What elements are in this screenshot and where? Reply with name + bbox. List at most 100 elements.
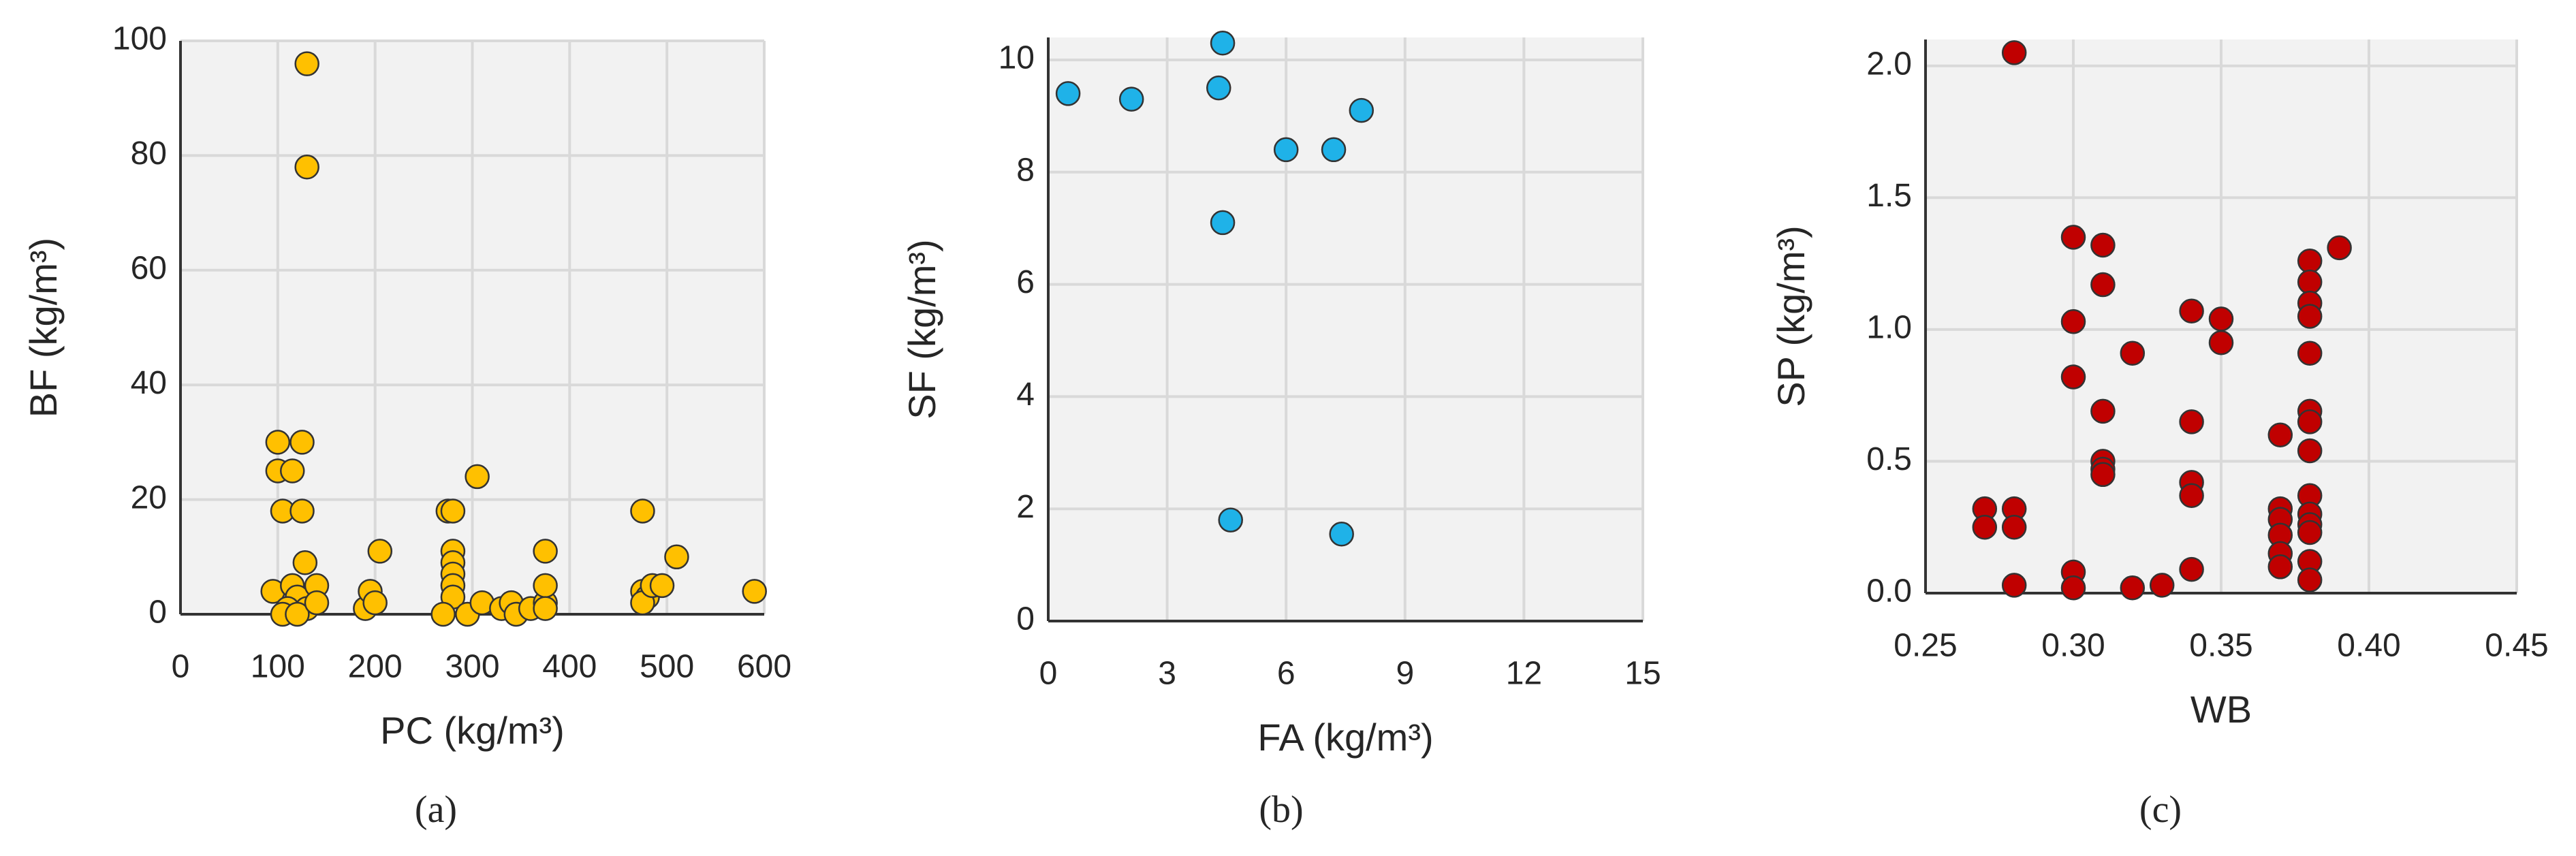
point: [1210, 210, 1236, 236]
x-tick-label: 0.25: [1894, 628, 1957, 664]
y-tick-label: 60: [131, 250, 167, 286]
x-axis-title: WB: [2190, 688, 2252, 731]
point: [2208, 330, 2234, 355]
point: [649, 573, 675, 599]
y-tick-label: 2.0: [1866, 46, 1912, 82]
x-axis-title: PC (kg/m³): [380, 709, 565, 752]
point: [2001, 40, 2027, 65]
point: [533, 573, 558, 599]
point: [2090, 272, 2116, 298]
point: [2120, 340, 2146, 366]
x-tick-label: 300: [445, 649, 499, 685]
point: [2208, 306, 2234, 332]
point: [440, 498, 466, 524]
x-tick-label: 0.35: [2189, 628, 2252, 664]
x-axis-title: FA (kg/m³): [1257, 716, 1433, 759]
x-tick-label: 6: [1277, 656, 1295, 692]
point: [2297, 304, 2323, 329]
point: [2327, 235, 2352, 261]
x-tick-label: 500: [640, 649, 694, 685]
point: [2060, 575, 2086, 601]
point: [2267, 554, 2293, 580]
y-tick-label: 10: [999, 40, 1035, 76]
point: [2060, 308, 2086, 334]
x-tick-label: 3: [1158, 656, 1176, 692]
y-tick-label: 0: [1016, 601, 1035, 637]
point: [1329, 522, 1354, 547]
y-tick-label: 0.0: [1866, 573, 1912, 609]
point: [2090, 398, 2116, 424]
point: [2179, 298, 2204, 324]
point: [2179, 556, 2204, 582]
point: [2297, 409, 2323, 434]
point: [2297, 520, 2323, 545]
point: [533, 539, 558, 564]
point: [2060, 364, 2086, 390]
panel-label: (a): [415, 789, 457, 831]
x-tick-label: 600: [737, 649, 791, 685]
point: [2297, 248, 2323, 274]
point: [304, 590, 330, 616]
point: [2179, 483, 2204, 509]
x-tick-label: 0: [172, 649, 190, 685]
y-axis-title: SP (kg/m³): [1770, 225, 1812, 407]
y-tick-label: 20: [131, 479, 167, 516]
point: [2001, 573, 2027, 598]
point: [630, 498, 655, 524]
x-tick-label: 15: [1624, 656, 1661, 692]
point: [265, 430, 291, 455]
point: [2001, 514, 2027, 540]
point: [362, 590, 388, 616]
y-axis-title: BF (kg/m³): [22, 238, 65, 417]
x-tick-label: 400: [542, 649, 597, 685]
x-tick-label: 0.45: [2485, 628, 2548, 664]
point: [1273, 137, 1299, 163]
point: [2297, 340, 2323, 366]
x-tick-label: 0: [1039, 656, 1058, 692]
point: [2060, 225, 2086, 250]
point: [664, 544, 689, 570]
point: [2149, 573, 2175, 598]
x-tick-label: 12: [1506, 656, 1542, 692]
point: [465, 464, 490, 490]
point: [742, 579, 767, 604]
panel-label: (b): [1259, 789, 1303, 831]
point: [294, 51, 319, 76]
point: [1349, 97, 1375, 123]
point: [280, 458, 305, 484]
y-axis-title: SF (kg/m³): [900, 239, 943, 419]
y-tick-label: 0: [148, 595, 167, 631]
x-tick-label: 9: [1396, 656, 1414, 692]
y-tick-label: 40: [131, 365, 167, 401]
y-tick-label: 8: [1016, 152, 1035, 188]
x-tick-label: 200: [348, 649, 403, 685]
y-tick-label: 0.5: [1866, 441, 1912, 477]
point: [2297, 269, 2323, 295]
point: [430, 601, 456, 627]
y-tick-label: 1.0: [1866, 310, 1912, 346]
point: [2090, 232, 2116, 258]
point: [2267, 422, 2293, 447]
point: [2179, 409, 2204, 434]
point: [533, 596, 558, 621]
point: [285, 601, 310, 627]
point: [2297, 567, 2323, 592]
point: [1118, 86, 1144, 112]
x-tick-label: 0.30: [2041, 628, 2105, 664]
point: [292, 550, 318, 575]
point: [294, 154, 319, 180]
y-tick-label: 2: [1016, 489, 1035, 525]
point: [1210, 30, 1236, 56]
panel-label: (c): [2139, 789, 2182, 831]
y-tick-label: 1.5: [1866, 178, 1912, 214]
point: [2297, 438, 2323, 464]
y-tick-label: 4: [1016, 377, 1035, 413]
point: [367, 539, 393, 564]
x-tick-label: 100: [251, 649, 305, 685]
point: [1218, 507, 1243, 533]
point: [289, 498, 315, 524]
point: [2120, 575, 2146, 601]
y-tick-label: 100: [112, 21, 167, 57]
point: [1055, 81, 1081, 106]
